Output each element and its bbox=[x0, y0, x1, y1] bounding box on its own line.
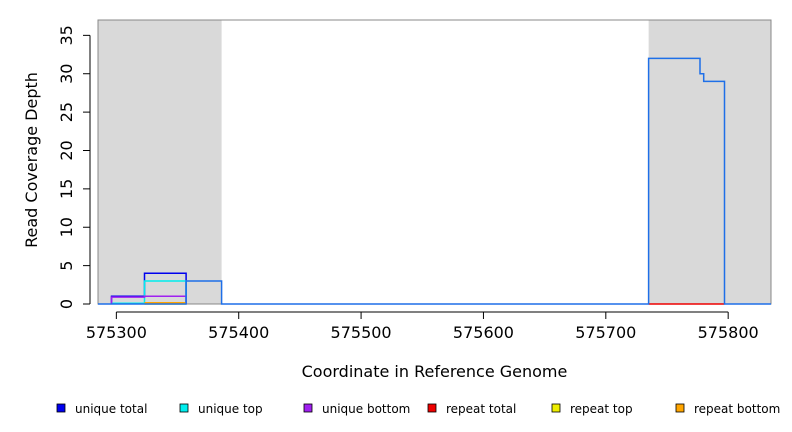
y-tick-label-5: 5 bbox=[57, 261, 76, 271]
y-tick-label-35: 35 bbox=[57, 25, 76, 45]
plot-area bbox=[97, 19, 772, 305]
y-axis-title: Read Coverage Depth bbox=[22, 72, 41, 248]
legend-swatch-repeat-total bbox=[427, 403, 437, 413]
legend-swatch-unique-top bbox=[179, 403, 189, 413]
x-tick-label-575400: 575400 bbox=[208, 323, 269, 342]
y-axis: 0 5 10 15 20 25 30 35 bbox=[57, 25, 91, 309]
legend-swatch-repeat-bottom bbox=[675, 403, 685, 413]
y-tick-label-15: 15 bbox=[57, 179, 76, 199]
shaded-region-2 bbox=[648, 20, 771, 304]
legend-label-repeat-bottom: repeat bottom bbox=[694, 402, 780, 416]
x-tick-label-575600: 575600 bbox=[453, 323, 514, 342]
x-tick-label-575800: 575800 bbox=[698, 323, 759, 342]
legend-swatch-repeat-top bbox=[551, 403, 561, 413]
x-axis-title: Coordinate in Reference Genome bbox=[302, 362, 568, 381]
x-tick-label-575700: 575700 bbox=[575, 323, 636, 342]
series-coverage-line-7 bbox=[98, 57, 771, 305]
legend-label-unique-top: unique top bbox=[198, 402, 263, 416]
legend: unique total unique top unique bottom repea… bbox=[56, 402, 780, 416]
x-axis: 575300 575400 575500 575600 575700 575800 bbox=[86, 311, 759, 342]
legend-label-unique-total: unique total bbox=[75, 402, 147, 416]
y-tick-label-20: 20 bbox=[57, 140, 76, 160]
y-tick-label-25: 25 bbox=[57, 102, 76, 122]
legend-label-repeat-top: repeat top bbox=[570, 402, 633, 416]
legend-swatch-unique-bottom bbox=[303, 403, 313, 413]
legend-swatch-unique-total bbox=[56, 403, 66, 413]
x-tick-label-575300: 575300 bbox=[86, 323, 147, 342]
y-tick-label-0: 0 bbox=[57, 299, 76, 309]
legend-label-unique-bottom: unique bottom bbox=[322, 402, 410, 416]
legend-label-repeat-total: repeat total bbox=[446, 402, 516, 416]
y-tick-label-10: 10 bbox=[57, 217, 76, 237]
x-tick-label-575500: 575500 bbox=[331, 323, 392, 342]
shaded-region-1 bbox=[98, 20, 222, 304]
y-tick-label-30: 30 bbox=[57, 64, 76, 84]
